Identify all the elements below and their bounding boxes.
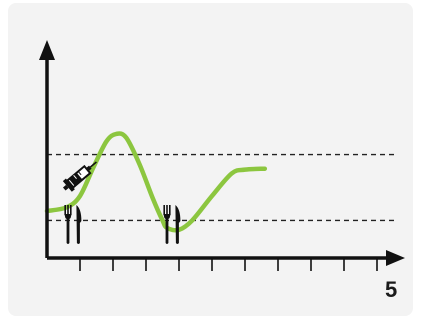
chart-panel xyxy=(8,3,413,316)
x-axis-end-label: 5 xyxy=(385,277,397,302)
syringe-icon xyxy=(62,161,97,192)
glucose-curve-0 xyxy=(44,131,268,233)
y-axis-arrow xyxy=(39,40,55,60)
fork-knife-icon xyxy=(64,205,82,244)
fork-knife-icon xyxy=(163,205,181,244)
x-axis-arrow xyxy=(386,250,405,266)
